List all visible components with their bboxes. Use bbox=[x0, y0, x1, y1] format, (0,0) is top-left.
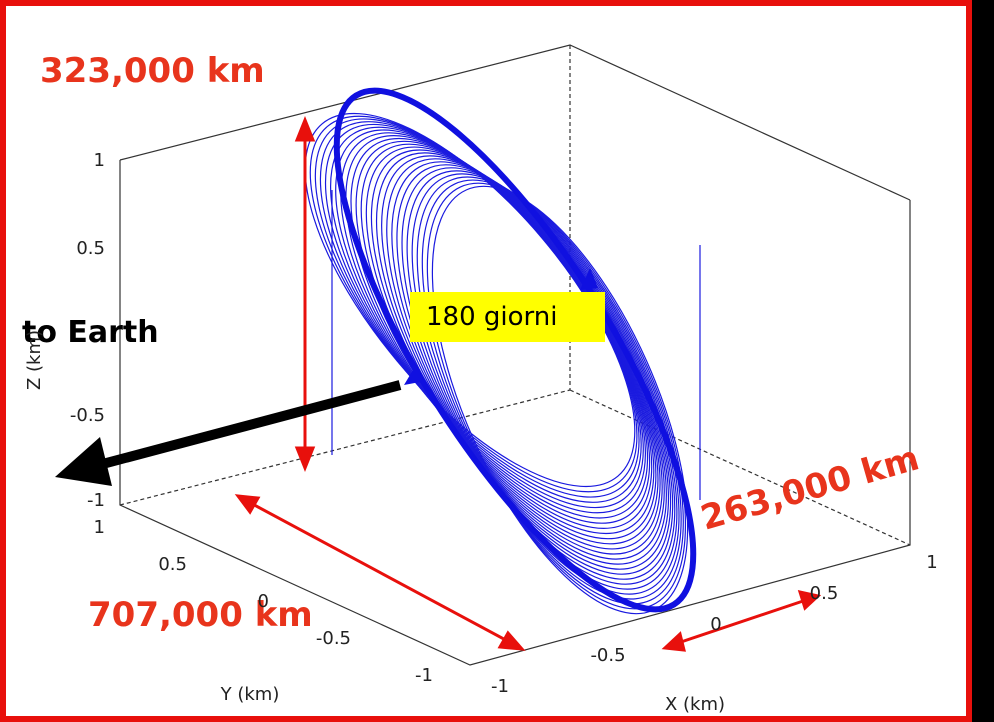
orbit-loop bbox=[416, 176, 682, 600]
arrowhead bbox=[294, 446, 316, 473]
orbit-loop bbox=[345, 135, 653, 529]
orbit-arrow bbox=[404, 365, 420, 385]
axis-label: X (km) bbox=[665, 694, 725, 715]
y-tick-label: -1 bbox=[415, 665, 433, 686]
arrowhead bbox=[797, 589, 822, 611]
orbit-loop bbox=[391, 161, 672, 575]
arrow bbox=[244, 498, 516, 647]
orbit-loop bbox=[411, 173, 680, 595]
orbit-loop bbox=[426, 182, 687, 610]
axis-label: Y (km) bbox=[220, 684, 280, 705]
earth-arrow bbox=[78, 380, 402, 475]
orbit-loop bbox=[421, 179, 684, 605]
y-tick-label: 0.5 bbox=[158, 554, 187, 575]
dimension-arrows bbox=[234, 115, 822, 652]
z-tick-label: 1 bbox=[94, 150, 105, 171]
x-tick-label: 1 bbox=[926, 552, 937, 573]
x-tick-label: 0 bbox=[710, 614, 721, 635]
box-edge bbox=[119, 389, 571, 506]
label-box bbox=[410, 292, 605, 342]
box-edge bbox=[119, 160, 911, 666]
box-edge bbox=[569, 389, 911, 546]
orbit-arrow bbox=[580, 268, 598, 290]
annotation: to Earth bbox=[22, 315, 159, 350]
orbit-loop bbox=[340, 132, 651, 524]
arrowhead bbox=[294, 115, 316, 142]
arrowhead bbox=[234, 494, 261, 515]
arrowhead bbox=[661, 631, 686, 652]
z-tick-label: -1 bbox=[87, 490, 105, 511]
orbit-loop bbox=[350, 137, 655, 535]
x-tick-label: -1 bbox=[491, 676, 509, 697]
arrowhead bbox=[497, 630, 526, 651]
y-tick-label: 1 bbox=[94, 517, 105, 538]
annotation: 707,000 km bbox=[88, 595, 313, 635]
earth-arrowhead bbox=[55, 437, 112, 486]
arrow bbox=[671, 596, 813, 647]
orbit-loop bbox=[396, 164, 674, 580]
orbit-loop bbox=[386, 158, 670, 570]
annotation: 323,000 km bbox=[40, 51, 265, 91]
orbit-loop bbox=[406, 170, 678, 590]
x-tick-label: 0.5 bbox=[810, 583, 839, 604]
z-tick-label: -0.5 bbox=[70, 405, 105, 426]
y-tick-label: 0 bbox=[258, 591, 269, 612]
orbit-loop bbox=[401, 167, 676, 585]
orbit bbox=[304, 112, 701, 615]
x-tick-label: -0.5 bbox=[590, 645, 625, 666]
z-tick-label: 0.5 bbox=[76, 238, 105, 259]
y-tick-label: -0.5 bbox=[316, 628, 351, 649]
period-label: 180 giorni bbox=[426, 302, 557, 332]
axis-label: Z (km) bbox=[24, 330, 45, 390]
